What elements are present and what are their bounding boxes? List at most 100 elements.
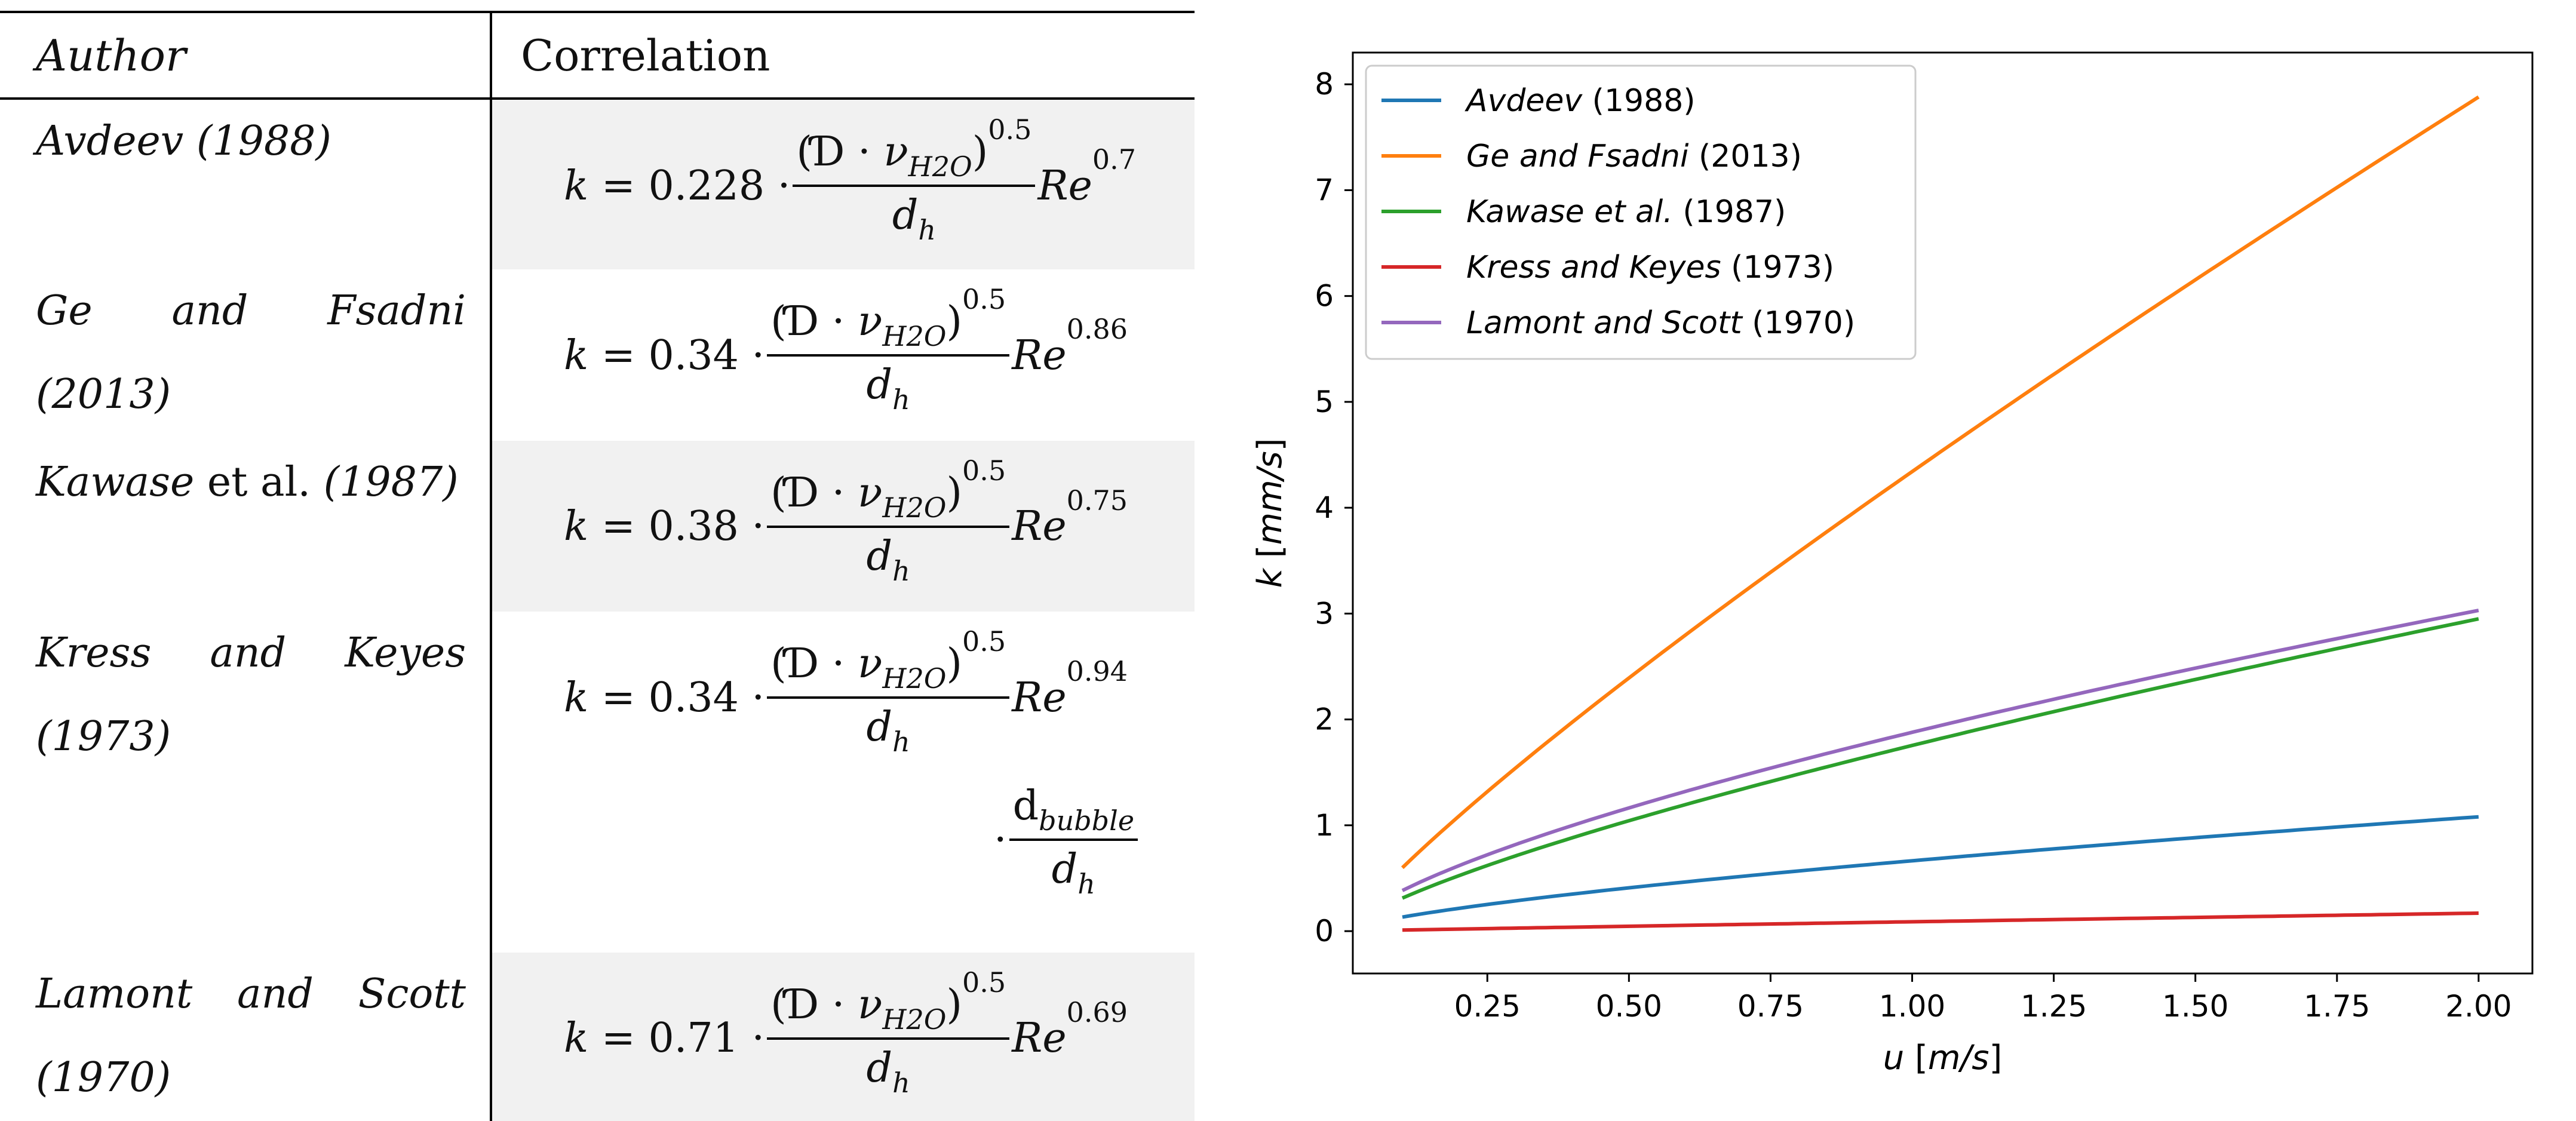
bubble-denominator: dh: [1052, 841, 1095, 902]
legend-entry: Avdeev (1988): [1464, 83, 1696, 119]
formula-numerator: (Ɗ · νH2O)0.5: [793, 113, 1036, 188]
x-tick-label: 1.00: [1879, 989, 1945, 1024]
author-cell: Ge and Fsadni (2013): [0, 269, 492, 441]
formula-denominator: dh: [867, 357, 910, 417]
y-tick-label: 5: [1315, 385, 1334, 419]
den-subscript: h: [892, 1066, 910, 1099]
bubble-numerator: dbubble: [1009, 778, 1138, 841]
formula-dot: ·: [751, 331, 765, 379]
author-cell: Avdeev (1988): [0, 99, 492, 270]
author-et-al: et al.: [194, 458, 324, 506]
den-subscript: h: [892, 383, 910, 416]
formula-equals: =: [601, 1015, 635, 1062]
y-tick-label: 3: [1315, 596, 1334, 631]
formula-cell: k = 0.71 · (Ɗ · νH2O)0.5 dh Re 0.69: [491, 952, 1195, 1121]
nu-symbol: ν: [858, 640, 883, 688]
formula-lhs: k: [564, 674, 589, 721]
formula-lhs: k: [564, 162, 589, 210]
formula-lhs: k: [564, 503, 589, 551]
series-line-4: [1401, 609, 2479, 892]
author-year: (1987): [323, 458, 459, 506]
correlation-formula: k = 0.71 · (Ɗ · νH2O)0.5 dh Re 0.69: [564, 966, 1195, 1101]
nu-symbol: ν: [858, 469, 883, 517]
bubble-subscript: bubble: [1039, 804, 1135, 837]
diffusivity-symbol: Ɗ: [786, 469, 819, 517]
series-line-1: [1401, 95, 2480, 870]
correlation-table: Author Correlation Avdeev (1988) k = 0.2…: [0, 10, 1195, 1121]
formula-numerator: (Ɗ · νH2O)0.5: [767, 966, 1010, 1040]
table-row: Kress and Keyes (1973) k = 0.34 · (Ɗ · ν…: [0, 612, 1195, 953]
correlation-formula: k = 0.34 · (Ɗ · νH2O)0.5 dh Re 0.94: [564, 625, 1195, 760]
formula-denominator: dh: [892, 187, 936, 248]
x-tick-label: 1.25: [2021, 989, 2087, 1024]
formula-denominator: dh: [867, 1040, 910, 1101]
table-row: Lamont and Scott (1970) k = 0.71 · (Ɗ · …: [0, 952, 1195, 1121]
paren-open: (: [770, 981, 787, 1028]
formula-dot: ·: [751, 1015, 765, 1062]
y-axis-label: k [mm/s]: [1251, 438, 1289, 588]
paren-close: ): [946, 981, 963, 1028]
paren-close: ): [946, 298, 963, 346]
den-subscript: h: [918, 214, 936, 247]
reynolds-symbol: Re: [1012, 331, 1067, 379]
y-tick-label: 8: [1315, 67, 1334, 102]
formula-coefficient: 0.228: [648, 162, 765, 210]
formula-cell: k = 0.34 · (Ɗ · νH2O)0.5 dh Re 0.86: [491, 269, 1195, 440]
reynolds-exponent: 0.86: [1066, 313, 1128, 346]
formula-dot: ·: [751, 674, 765, 721]
table-row: Avdeev (1988) k = 0.228 · (Ɗ · νH2O)0.5 …: [0, 99, 1195, 270]
nu-subscript: H2O: [882, 1003, 947, 1036]
numerator-dot: ·: [831, 298, 845, 346]
den-subscript: h: [1077, 868, 1095, 901]
diffusivity-symbol: Ɗ: [812, 128, 845, 176]
nu-subscript: H2O: [908, 151, 972, 183]
reynolds-symbol: Re: [1012, 674, 1067, 721]
x-tick-label: 1.75: [2304, 989, 2370, 1024]
formula-cell: k = 0.228 · (Ɗ · νH2O)0.5 dh Re 0.7: [491, 99, 1195, 270]
nu-symbol: ν: [858, 298, 883, 346]
formula-denominator: dh: [867, 699, 910, 760]
header-author: Author: [0, 10, 492, 100]
nu-subscript: H2O: [882, 320, 947, 353]
diffusivity-symbol: Ɗ: [786, 298, 819, 346]
y-tick-label: 4: [1315, 490, 1334, 525]
reynolds-exponent: 0.75: [1066, 484, 1128, 517]
legend-entry: Ge and Fsadni (2013): [1466, 139, 1802, 174]
nu-symbol: ν: [858, 981, 883, 1028]
formula-coefficient: 0.38: [648, 503, 739, 551]
legend-entry: Lamont and Scott (1970): [1466, 305, 1855, 341]
author-cell: Kawase et al. (1987): [0, 440, 492, 612]
numerator-exponent: 0.5: [962, 625, 1006, 658]
bubble-ratio-term: · dbubble dh: [994, 778, 1195, 902]
table-row: Kawase et al. (1987) k = 0.38 · (Ɗ · νH2…: [0, 440, 1195, 612]
numerator-exponent: 0.5: [962, 966, 1006, 999]
formula-lhs: k: [564, 1015, 589, 1062]
paren-open: (: [770, 298, 787, 346]
formula-coefficient: 0.34: [648, 674, 739, 721]
bubble-d: d: [1012, 782, 1039, 830]
table-header-row: Author Correlation: [0, 10, 1195, 100]
paren-close: ): [946, 640, 963, 688]
den-var: d: [892, 192, 919, 239]
formula-cell: k = 0.34 · (Ɗ · νH2O)0.5 dh Re 0.94 · dbu…: [491, 612, 1195, 953]
x-tick-label: 0.75: [1737, 989, 1804, 1024]
numerator-exponent: 0.5: [962, 454, 1006, 487]
series-line-0: [1402, 815, 2479, 919]
x-tick-label: 1.50: [2162, 989, 2228, 1024]
den-var: d: [1051, 846, 1078, 893]
reynolds-symbol: Re: [1012, 503, 1067, 551]
bubble-dot: ·: [994, 816, 1007, 864]
legend-entry: Kawase et al. (1987): [1466, 194, 1786, 230]
paren-close: ): [972, 128, 988, 176]
formula-fraction: (Ɗ · νH2O)0.5 dh: [767, 454, 1010, 589]
reynolds-exponent: 0.69: [1066, 996, 1128, 1028]
x-tick-label: 2.00: [2445, 989, 2511, 1024]
formula-denominator: dh: [867, 528, 910, 589]
x-axis-label: u [m/s]: [1883, 1039, 2003, 1077]
formula-cell: k = 0.38 · (Ɗ · νH2O)0.5 dh Re 0.75: [491, 440, 1195, 612]
den-subscript: h: [892, 554, 910, 587]
legend-entry: Kress and Keyes (1973): [1466, 250, 1834, 285]
nu-subscript: H2O: [882, 662, 947, 695]
den-var: d: [866, 361, 893, 409]
author-cell: Kress and Keyes (1973): [0, 612, 492, 953]
